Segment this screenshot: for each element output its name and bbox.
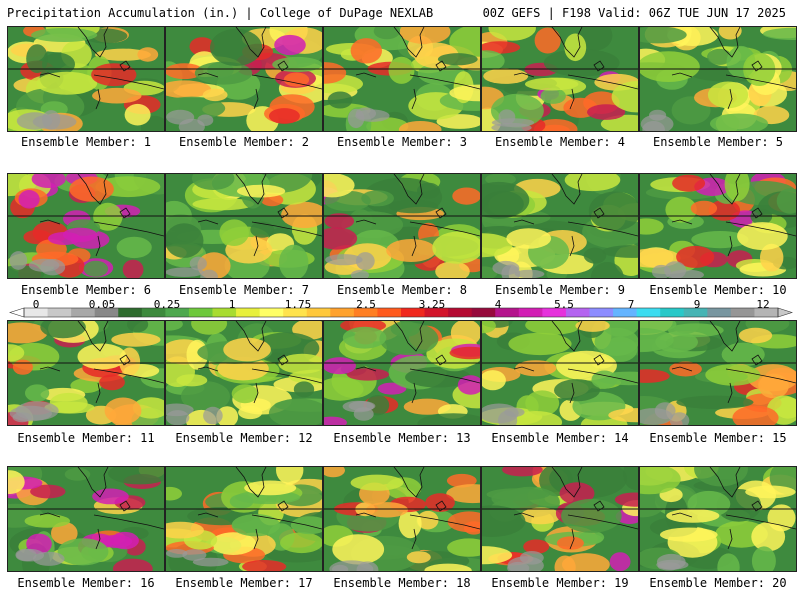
ensemble-member-map: [165, 26, 323, 132]
precipitation-field: [166, 174, 322, 278]
model-run-info: 00Z GEFS | F198 Valid: 06Z TUE JUN 17 20…: [482, 6, 786, 20]
colorbar-tick-label: 4: [494, 298, 502, 311]
ensemble-member-label: Ensemble Member: 1: [20, 135, 152, 149]
map-title: Precipitation Accumulation (in.) | Colle…: [7, 6, 434, 20]
ensemble-member-label: Ensemble Member: 12: [175, 431, 313, 445]
colorbar-segment: [118, 308, 143, 317]
precipitation-field: [324, 467, 480, 571]
precipitation-field: [482, 174, 638, 278]
ensemble-member-label: Ensemble Member: 17: [175, 576, 313, 590]
colorbar-segment: [236, 308, 261, 317]
ensemble-member-map: [323, 26, 481, 132]
ensemble-member-map: [165, 320, 323, 426]
colorbar-tick-label: 3.25: [418, 298, 446, 311]
colorbar-segment: [47, 308, 72, 317]
precipitation-field: [640, 321, 796, 425]
ensemble-member-map: [481, 173, 639, 279]
ensemble-member-label: Ensemble Member: 4: [494, 135, 626, 149]
ensemble-member-label: Ensemble Member: 8: [336, 283, 468, 297]
ensemble-member-label: Ensemble Member: 20: [649, 576, 787, 590]
colorbar-segment: [730, 308, 755, 317]
ensemble-member-label: Ensemble Member: 19: [491, 576, 629, 590]
ensemble-member-map: [639, 466, 797, 572]
precipitation-field: [8, 321, 164, 425]
precipitation-field: [166, 27, 322, 131]
ensemble-member-map: [323, 466, 481, 572]
precipitation-field: [640, 174, 796, 278]
colorbar-max-arrow: [777, 307, 793, 318]
precipitation-field: [324, 321, 480, 425]
precipitation-field: [324, 174, 480, 278]
ensemble-member-label: Ensemble Member: 14: [491, 431, 629, 445]
colorbar-segment: [448, 308, 473, 317]
colorbar-tick-label: 0: [32, 298, 40, 311]
ensemble-member-label: Ensemble Member: 7: [178, 283, 310, 297]
ensemble-member-label: Ensemble Member: 5: [652, 135, 784, 149]
ensemble-member-map: [7, 173, 165, 279]
ensemble-member-map: [165, 173, 323, 279]
precipitation-field: [8, 174, 164, 278]
precipitation-field: [8, 27, 164, 131]
colorbar-tick-label: 7: [627, 298, 635, 311]
ensemble-member-label: Ensemble Member: 11: [17, 431, 155, 445]
ensemble-member-label: Ensemble Member: 18: [333, 576, 471, 590]
colorbar-tick-label: 5.5: [554, 298, 574, 311]
ensemble-member-label: Ensemble Member: 9: [494, 283, 626, 297]
colorbar-segment: [330, 308, 355, 317]
ensemble-member-label: Ensemble Member: 15: [649, 431, 787, 445]
precipitation-field: [640, 467, 796, 571]
ensemble-member-map: [481, 466, 639, 572]
colorbar-tick-label: 1: [228, 298, 236, 311]
colorbar-tick-label: 0.25: [153, 298, 181, 311]
ensemble-member-map: [481, 26, 639, 132]
ensemble-member-label: Ensemble Member: 10: [649, 283, 787, 297]
precipitation-field: [8, 467, 164, 571]
ensemble-member-map: [639, 320, 797, 426]
colorbar-tick-label: 9: [693, 298, 701, 311]
ensemble-member-map: [323, 173, 481, 279]
colorbar-segment: [471, 308, 496, 317]
colorbar-segment: [259, 308, 284, 317]
ensemble-member-label: Ensemble Member: 6: [20, 283, 152, 297]
precipitation-field: [482, 467, 638, 571]
ensemble-member-label: Ensemble Member: 16: [17, 576, 155, 590]
colorbar-segment: [518, 308, 543, 317]
precipitation-field: [166, 321, 322, 425]
colorbar-min-arrow: [9, 307, 25, 318]
colorbar-tick-label: 2.5: [356, 298, 376, 311]
ensemble-member-label: Ensemble Member: 13: [333, 431, 471, 445]
ensemble-member-map: [165, 466, 323, 572]
colorbar-segment: [188, 308, 213, 317]
precipitation-field: [482, 27, 638, 131]
ensemble-member-label: Ensemble Member: 3: [336, 135, 468, 149]
ensemble-member-map: [7, 466, 165, 572]
ensemble-member-map: [481, 320, 639, 426]
precipitation-field: [482, 321, 638, 425]
colorbar-tick-label: 1.75: [284, 298, 312, 311]
ensemble-member-map: [7, 320, 165, 426]
colorbar-segment: [707, 308, 732, 317]
colorbar-segment: [636, 308, 661, 317]
precipitation-field: [166, 467, 322, 571]
colorbar-tick-label: 12: [756, 298, 770, 311]
ensemble-member-map: [639, 26, 797, 132]
precipitation-field: [640, 27, 796, 131]
ensemble-member-map: [7, 26, 165, 132]
precipitation-field: [324, 27, 480, 131]
colorbar-segment: [589, 308, 614, 317]
colorbar-tick-label: 0.05: [88, 298, 116, 311]
colorbar-segment: [377, 308, 402, 317]
ensemble-member-label: Ensemble Member: 2: [178, 135, 310, 149]
ensemble-member-map: [323, 320, 481, 426]
ensemble-member-map: [639, 173, 797, 279]
colorbar-segment: [660, 308, 685, 317]
